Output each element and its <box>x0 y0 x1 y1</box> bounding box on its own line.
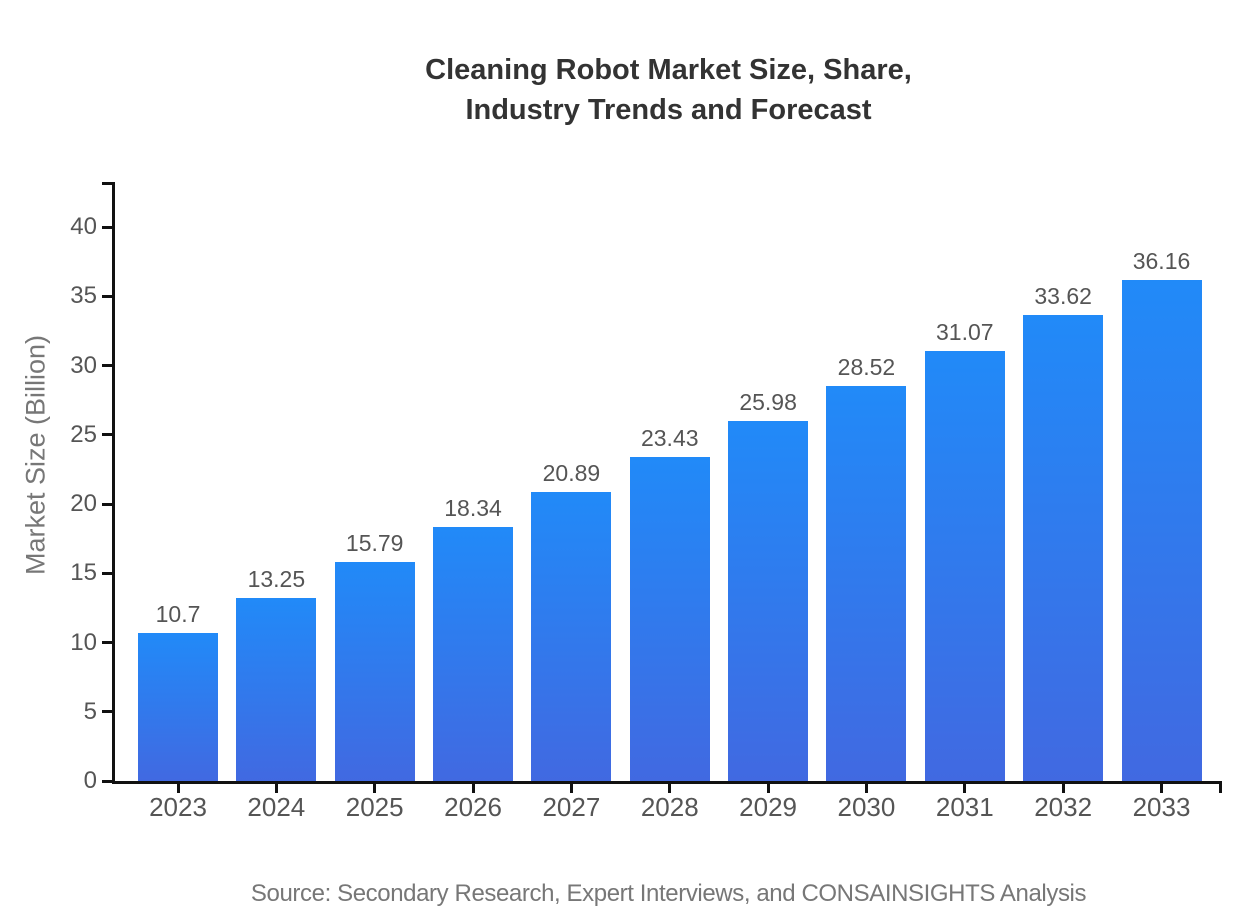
bar-2027 <box>531 491 612 781</box>
bar-value-label-2025: 15.79 <box>345 530 404 557</box>
bar-value-label-2023: 10.7 <box>155 600 201 627</box>
bar-value-label-2032: 33.62 <box>1034 283 1092 310</box>
bar-2029 <box>728 421 809 781</box>
y-axis-label-25: 25 <box>70 420 97 448</box>
bar-2030 <box>826 386 907 781</box>
y-axis-line <box>112 182 115 784</box>
x-tick-2032 <box>1061 784 1065 793</box>
y-axis-end-tick <box>102 182 112 185</box>
x-tick-2029 <box>766 784 770 793</box>
bar-value-label-2033: 36.16 <box>1132 248 1191 275</box>
bar-value-label-2027: 20.89 <box>542 459 601 486</box>
bar-2026 <box>433 527 514 781</box>
y-axis-label-5: 5 <box>83 697 97 725</box>
x-axis-label-2030: 2030 <box>837 792 896 822</box>
x-tick-2024 <box>274 784 278 793</box>
bar-2024 <box>236 597 317 781</box>
y-tick-5 <box>102 710 112 714</box>
bar-value-label-2026: 18.34 <box>444 495 502 521</box>
bar-2028 <box>629 456 710 781</box>
y-tick-20 <box>102 502 112 506</box>
x-tick-2027 <box>569 784 573 793</box>
y-axis-label-20: 20 <box>70 490 97 517</box>
x-axis-label-2025: 2025 <box>345 792 404 822</box>
chart-title: Cleaning Robot Market Size, Share, Indus… <box>115 50 1222 130</box>
bar-2032 <box>1023 315 1104 781</box>
bar-2023 <box>138 632 218 781</box>
x-axis-label-2029: 2029 <box>739 792 798 822</box>
bar-value-label-2031: 31.07 <box>936 318 994 345</box>
bar-value-label-2030: 28.52 <box>837 354 896 381</box>
source-attribution: Source: Secondary Research, Expert Inter… <box>250 880 1087 907</box>
y-axis-label-35: 35 <box>70 282 97 310</box>
bar-2033 <box>1121 280 1202 781</box>
y-tick-25 <box>102 433 112 437</box>
y-axis-label-30: 30 <box>70 351 97 379</box>
x-tick-2033 <box>1160 784 1163 793</box>
y-tick-15 <box>102 571 112 575</box>
y-tick-35 <box>102 294 112 298</box>
x-tick-2023 <box>176 784 180 793</box>
x-axis-label-2031: 2031 <box>935 792 994 822</box>
x-axis-end-tick <box>1219 784 1222 793</box>
x-axis-line <box>112 781 1222 784</box>
bar-value-label-2024: 13.25 <box>247 565 306 592</box>
x-axis-label-2026: 2026 <box>444 792 502 822</box>
y-axis-label-10: 10 <box>70 628 97 656</box>
bar-value-label-2029: 25.98 <box>739 389 797 416</box>
y-tick-10 <box>102 641 112 644</box>
x-tick-2030 <box>864 784 868 793</box>
x-tick-2026 <box>471 784 475 793</box>
plot-area: 10.7 2023 13.25 2024 15.79 2025 18.34 2026 20.89… <box>70 182 1222 822</box>
x-axis-label-2024: 2024 <box>247 792 306 822</box>
y-tick-30 <box>102 364 112 367</box>
x-axis-label-2033: 2033 <box>1132 792 1191 822</box>
y-axis-label-15: 15 <box>70 559 97 587</box>
x-axis-label-2032: 2032 <box>1034 792 1093 822</box>
bar-2031 <box>924 350 1005 781</box>
x-tick-2031 <box>963 784 967 793</box>
y-axis-label-0: 0 <box>83 767 97 794</box>
y-tick-40 <box>102 225 112 229</box>
x-axis-label-2027: 2027 <box>542 792 601 822</box>
chart-title-line-1: Cleaning Robot Market Size, Share, <box>425 54 912 86</box>
x-axis-label-2028: 2028 <box>640 792 699 822</box>
y-axis-label-40: 40 <box>70 213 97 240</box>
chart-title-line-2: Industry Trends and Forecast <box>465 94 872 126</box>
bar-2025 <box>334 562 415 781</box>
x-axis-label-2023: 2023 <box>149 792 207 822</box>
bar-value-label-2028: 23.43 <box>640 424 699 451</box>
x-tick-2028 <box>668 784 672 793</box>
x-tick-2025 <box>373 784 377 793</box>
y-tick-0 <box>102 779 112 783</box>
